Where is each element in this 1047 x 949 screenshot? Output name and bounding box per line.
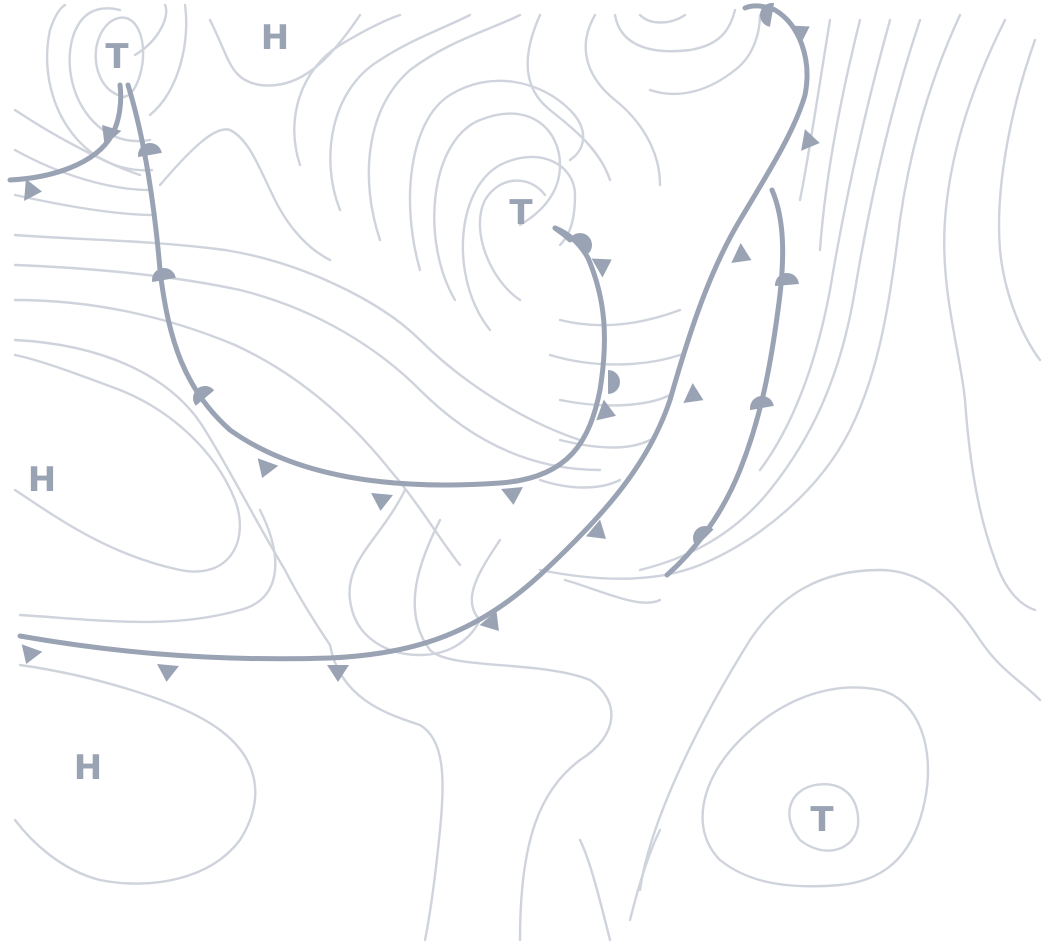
occluded-front-central: [552, 225, 573, 243]
isobar-line: [408, 79, 585, 272]
isobar-line: [13, 338, 332, 647]
isobar-line: [433, 112, 562, 302]
isobar-line: [788, 783, 860, 852]
warm-front-semicircle: [750, 396, 774, 411]
isobar-line: [158, 128, 332, 262]
isobar-line: [648, 13, 762, 96]
cold-front-triangle: [157, 664, 179, 682]
warm-front-semicircle: [571, 233, 592, 254]
isobar-line: [584, 13, 662, 187]
isobar-line: [367, 13, 522, 242]
warm-front-semicircle: [152, 268, 176, 283]
isobar-line: [758, 18, 892, 472]
cold-front-main: [17, 3, 810, 662]
high-pressure-label-southwest: H: [74, 748, 102, 788]
isobar-line: [558, 438, 652, 449]
isobar-line: [538, 13, 962, 580]
isobar-line: [798, 18, 832, 202]
front-layer: [7, 3, 820, 682]
isobar-line: [13, 263, 602, 472]
isobar-line: [328, 643, 444, 942]
warm-front-semicircle: [775, 273, 799, 287]
isobar-line: [558, 393, 672, 407]
isobar-line: [558, 308, 682, 327]
isobar-line: [478, 179, 547, 302]
isobar-line: [701, 686, 930, 888]
isobar-line: [997, 38, 1042, 362]
warm-front-semicircle: [693, 526, 714, 547]
isobar-line: [293, 13, 402, 167]
isobar-line: [563, 578, 662, 604]
cold-front-triangle: [21, 644, 43, 664]
isobar-line: [13, 353, 241, 573]
isobar-line: [13, 108, 142, 177]
cold-front-triangle: [257, 458, 279, 478]
isobar-line: [148, 3, 188, 117]
isobar-line: [133, 3, 168, 57]
isobar-line: [613, 8, 737, 53]
isobar-line: [348, 488, 482, 657]
label-layer: T H T H H T: [28, 18, 835, 840]
warm-front-semicircle: [193, 386, 215, 406]
cold-front-triangle: [24, 179, 42, 201]
cold-front-triangle: [501, 487, 523, 505]
cold-front-triangle: [683, 383, 704, 403]
low-pressure-label-southeast: T: [810, 800, 834, 840]
isobar-line: [413, 518, 613, 942]
isobar-line: [470, 538, 502, 622]
warm-front-semicircle: [760, 3, 775, 27]
isobar-line: [18, 508, 277, 624]
isobar-line: [526, 13, 612, 182]
isobar-line: [538, 478, 622, 489]
isobar-line: [638, 18, 922, 572]
isobar-line: [45, 3, 154, 172]
isobar-line: [818, 18, 862, 252]
cold-front-triangle: [371, 493, 393, 511]
isobar-line: [13, 193, 157, 217]
high-pressure-label-west: H: [28, 460, 56, 500]
isobar-line: [638, 13, 687, 24]
cold-front-triangle: [731, 243, 752, 263]
isobar-line: [13, 298, 462, 567]
isobar-line: [638, 568, 1042, 892]
cold-front-triangle: [596, 399, 616, 421]
isobar-line: [13, 663, 257, 885]
cold-front-triangle: [789, 25, 810, 45]
cold-front-triangle: [327, 665, 349, 682]
isobar-line: [943, 18, 1037, 612]
cold-front-triangle: [591, 258, 612, 278]
cold-front-triangle: [102, 124, 122, 146]
low-pressure-label-northwest: T: [105, 37, 129, 77]
isobar-line: [461, 155, 577, 332]
isobar-layer: [13, 3, 1042, 942]
warm-front-semicircle: [138, 143, 162, 158]
cold-front-triangle: [479, 610, 499, 632]
high-pressure-label-north: H: [261, 18, 289, 58]
isobar-line: [628, 828, 662, 922]
warm-front-semicircle: [608, 370, 620, 394]
cold-front-triangle: [585, 519, 607, 539]
isobar-line: [548, 353, 682, 366]
isobar-line: [329, 13, 472, 212]
isobar-line: [578, 838, 612, 942]
isobar-line: [13, 148, 152, 192]
isobar-line: [13, 233, 582, 442]
low-pressure-label-central: T: [509, 193, 533, 233]
cold-front-triangle: [801, 129, 820, 151]
